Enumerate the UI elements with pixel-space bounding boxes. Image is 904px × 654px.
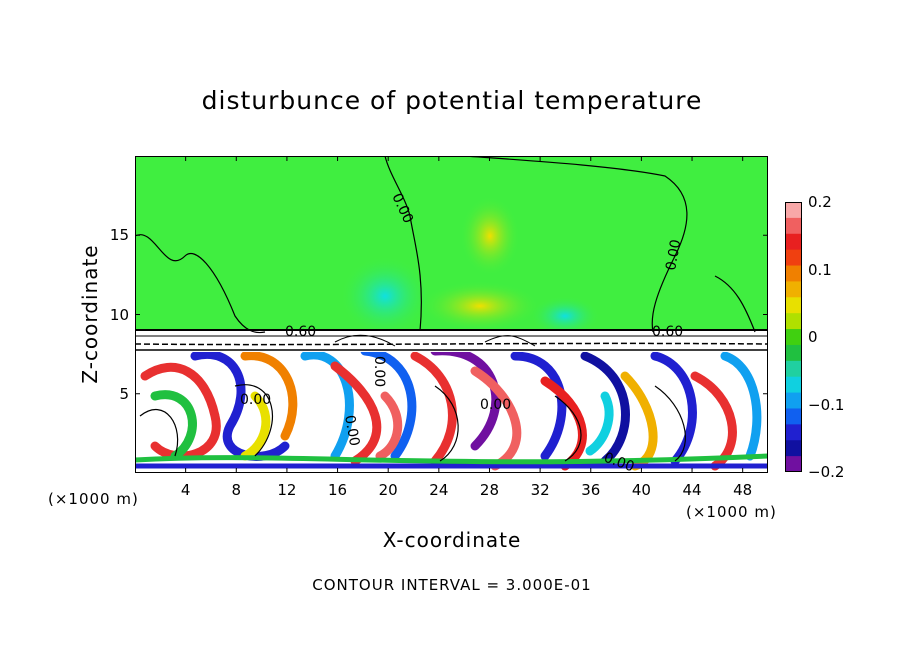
y-tick-label: 10 xyxy=(109,305,129,324)
contour-label: 0.60 xyxy=(652,324,683,340)
x-unit-left: (×1000 m) xyxy=(48,490,139,508)
y-tick-label: 5 xyxy=(119,384,129,403)
colorbar-tick-label: 0.2 xyxy=(808,193,832,211)
colorbar-swatch xyxy=(785,281,802,298)
colorbar-swatch xyxy=(785,217,802,235)
contour-label: 0.00 xyxy=(341,414,362,447)
turbulent-eddies xyxy=(140,346,762,471)
yellow-patch xyxy=(460,196,520,276)
colorbar-swatch xyxy=(785,440,802,457)
colorbar-swatch xyxy=(785,424,802,441)
colorbar-swatch xyxy=(785,297,802,314)
x-axis-label: X-coordinate xyxy=(382,528,522,552)
colorbar-swatch xyxy=(785,329,802,346)
colorbar-swatch xyxy=(785,408,802,425)
contour-label: 0.00 xyxy=(371,356,387,387)
colorbar-swatch xyxy=(785,202,802,219)
colorbar-swatch xyxy=(785,313,802,330)
colorbar-swatch xyxy=(785,265,802,282)
colorbar-tick-label: −0.1 xyxy=(808,395,845,414)
x-tick-label: 4 xyxy=(180,481,191,499)
colorbar-tick-label: 0 xyxy=(808,328,818,346)
tick-marks xyxy=(135,156,768,473)
cyan-patch xyxy=(530,296,600,336)
x-tick-label: 48 xyxy=(733,481,753,499)
chart-title: disturbunce of potential temperature xyxy=(201,86,703,115)
contour-label: 0.00 xyxy=(240,392,271,408)
x-tick-label: 24 xyxy=(429,481,449,499)
contour-label: 0.60 xyxy=(285,324,316,340)
x-tick-label: 44 xyxy=(682,481,702,499)
y-axis-label: Z-coordinate xyxy=(78,244,102,384)
colorbar-tick-label: 0.1 xyxy=(808,260,832,279)
x-tick-label: 16 xyxy=(328,481,348,499)
x-unit-right: (×1000 m) xyxy=(686,503,777,521)
colorbar-swatch xyxy=(785,392,802,409)
plot-area: 0.00 0.00 0.60 0.60 0.00 0.00 0.00 0.00 … xyxy=(135,156,768,473)
x-tick-label: 32 xyxy=(530,481,550,499)
colorbar-swatch xyxy=(785,376,802,394)
x-tick-label: 36 xyxy=(581,481,601,499)
bottom-band xyxy=(135,453,768,469)
colorbar-swatch xyxy=(785,344,802,362)
colorbar xyxy=(785,202,802,472)
colorbar-swatch xyxy=(785,233,802,251)
x-tick-label: 40 xyxy=(631,481,651,499)
x-tick-label: 20 xyxy=(378,481,398,499)
colorbar-swatch xyxy=(785,456,802,472)
colorbar-frame xyxy=(785,202,802,472)
colorbar-swatch xyxy=(785,249,802,267)
colorbar-tick-label: −0.2 xyxy=(808,463,845,481)
y-tick-label: 15 xyxy=(109,226,129,245)
yellow-patch xyxy=(420,281,540,331)
contour-interval-note: CONTOUR INTERVAL = 3.000E-01 xyxy=(312,576,592,594)
contour-label: 0.00 xyxy=(663,238,684,271)
x-tick-label: 8 xyxy=(231,481,242,499)
cyan-patch xyxy=(340,256,430,336)
colorbar-swatch xyxy=(785,360,802,378)
x-tick-label: 12 xyxy=(277,481,297,499)
contour-label: 0.00 xyxy=(480,397,511,413)
x-tick-label: 28 xyxy=(479,481,500,499)
contour-lines xyxy=(135,156,756,462)
